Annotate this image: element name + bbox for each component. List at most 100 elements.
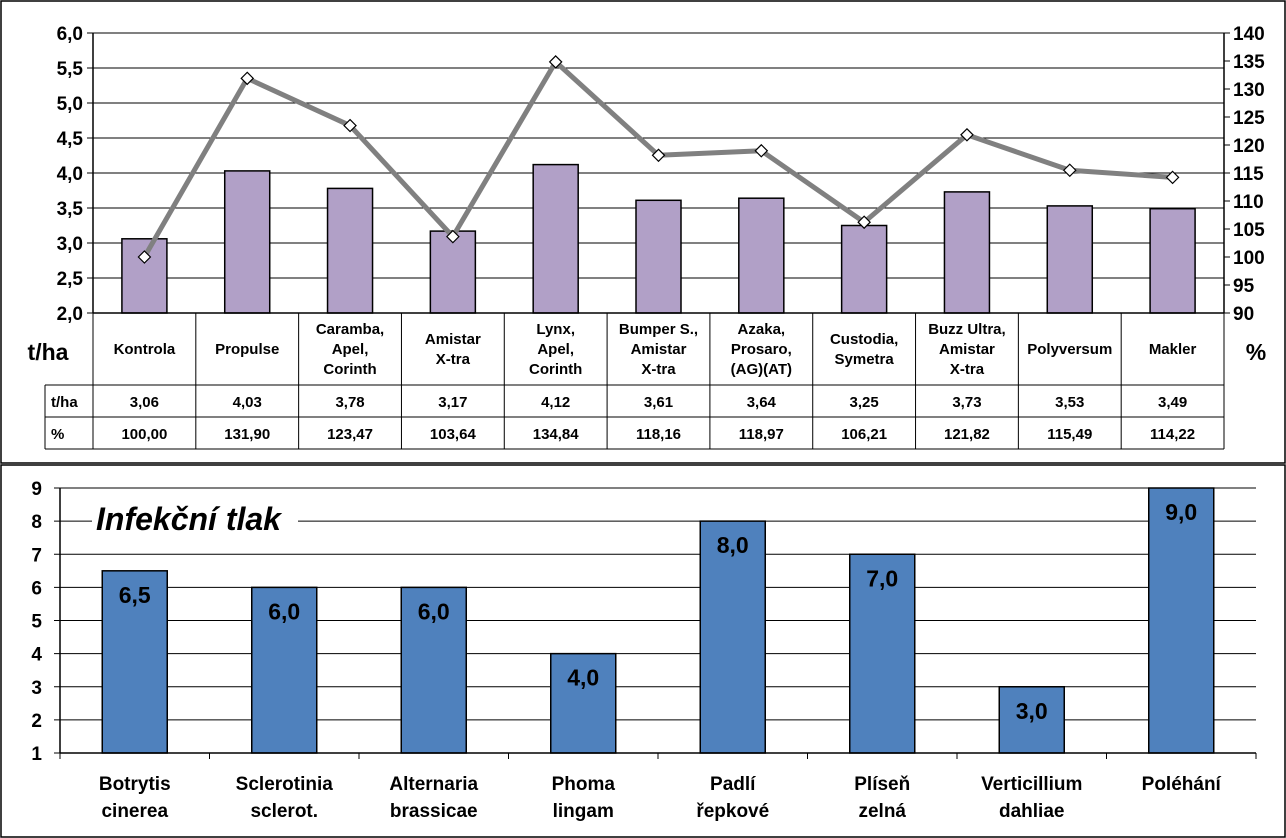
table-cell: 3,49 <box>1158 394 1187 411</box>
y-tick-label: 3,0 <box>57 234 83 255</box>
category-label-line: Corinth <box>323 361 376 378</box>
category-label: Amistar X-tra <box>425 331 481 368</box>
percent-point <box>548 55 563 69</box>
infection-bar <box>400 586 467 754</box>
category-label: Makler <box>1149 341 1197 358</box>
percent-point <box>1165 170 1180 185</box>
category-label: Verticillium dahliae <box>981 774 1082 822</box>
yield-bar <box>840 224 888 314</box>
y-tick-label: 8 <box>31 512 42 533</box>
category-label-line: Poléhání <box>1142 774 1222 795</box>
y-tick-label: 4,0 <box>57 164 83 185</box>
table-row-label: % <box>51 426 64 443</box>
infection-bar <box>699 520 766 754</box>
table-cell: 134,84 <box>533 426 580 443</box>
percent-point <box>651 148 666 163</box>
table-cell: 3,73 <box>952 394 981 411</box>
table-cell: 4,12 <box>541 394 570 411</box>
y-tick-label: 4,5 <box>57 129 84 150</box>
category-label-line: Lynx, <box>536 321 575 338</box>
category-label: Padlí řepkové <box>696 774 769 822</box>
category-label-line: Corinth <box>529 361 582 378</box>
y2-tick-label: 110 <box>1233 192 1264 213</box>
category-label-line: Custodia, <box>830 331 898 348</box>
percent-point <box>137 250 152 264</box>
table-cell: 100,00 <box>121 426 167 443</box>
bar-data-label: 9,0 <box>1165 499 1197 525</box>
y-tick-label: 7 <box>31 545 42 566</box>
category-label-line: brassicae <box>390 801 478 822</box>
y-tick-label: 9 <box>31 479 42 500</box>
y-axis-title: t/ha <box>28 339 69 365</box>
category-label: Propulse <box>215 341 279 358</box>
category-label-line: Padlí <box>710 774 756 795</box>
bar-data-label: 8,0 <box>717 532 749 558</box>
y2-tick-label: 120 <box>1233 136 1265 157</box>
category-label: Buzz Ultra, Amistar X-tra <box>928 321 1006 378</box>
bar-data-label: 6,5 <box>119 582 151 608</box>
chart-title: Infekční tlak <box>96 501 283 537</box>
category-label-line: Botrytis <box>99 774 171 795</box>
y-tick-label: 2,5 <box>57 269 84 290</box>
category-label: Polyversum <box>1027 341 1112 358</box>
table-cell: 3,64 <box>747 394 777 411</box>
percent-point <box>343 118 357 133</box>
infection-chart: 1 2 3 4 5 6 7 8 9 6,5 6,0 6,0 4,0 8,0 7,0 3,0 9,0 Botryti… <box>31 479 1257 822</box>
table-cell: 3,25 <box>850 394 879 411</box>
infection-bar <box>998 686 1065 754</box>
category-label: Poléhání <box>1142 774 1222 795</box>
category-label: Caramba, Apel, Corinth <box>316 321 384 378</box>
percent-point <box>446 229 460 244</box>
percent-point <box>754 143 769 158</box>
yield-bar <box>635 199 682 314</box>
table-row-label: t/ha <box>51 394 78 411</box>
category-label-line: dahliae <box>999 801 1064 822</box>
category-label-line: Alternaria <box>389 774 478 795</box>
yield-bar <box>326 187 374 314</box>
y2-axis-title: % <box>1246 339 1266 365</box>
table-cell: 3,17 <box>438 394 467 411</box>
category-label-line: Polyversum <box>1027 341 1112 358</box>
y2-tick-label: 130 <box>1233 80 1265 101</box>
table-cell: 3,61 <box>644 394 673 411</box>
y-tick-label: 5 <box>31 612 42 633</box>
category-label-line: Kontrola <box>114 341 176 358</box>
table-cell: 131,90 <box>224 426 270 443</box>
data-table: Kontrola Propulse Caramba, Apel, Corinth Amis… <box>44 312 1225 450</box>
table-cell: 106,21 <box>841 426 887 443</box>
category-label-line: Azaka, <box>738 321 786 338</box>
category-label-line: Apel, <box>537 341 574 358</box>
y2-tick-label: 115 <box>1233 164 1264 185</box>
category-label: Bumper S., Amistar X-tra <box>619 321 698 378</box>
table-cell: 3,53 <box>1055 394 1084 411</box>
category-label-line: Apel, <box>332 341 369 358</box>
category-label: Kontrola <box>114 341 176 358</box>
infection-bar <box>1148 487 1215 754</box>
category-label-line: lingam <box>553 801 614 822</box>
y-tick-label: 5,0 <box>57 94 83 115</box>
bar-data-label: 7,0 <box>866 565 898 591</box>
table-cell: 121,82 <box>944 426 990 443</box>
title-background <box>92 498 298 540</box>
y2-tick-label: 100 <box>1233 248 1265 269</box>
category-label-line: Buzz Ultra, <box>928 321 1006 338</box>
category-label-line: Sclerotinia <box>236 774 334 795</box>
table-cell: 3,06 <box>130 394 159 411</box>
category-label-line: Bumper S., <box>619 321 698 338</box>
infection-bar <box>550 652 617 754</box>
y-tick-label: 2 <box>31 711 42 732</box>
y2-tick-label: 125 <box>1233 108 1265 129</box>
category-label-line: Propulse <box>215 341 279 358</box>
table-cell: 103,64 <box>430 426 477 443</box>
table-cell: 114,22 <box>1150 426 1195 443</box>
category-label-line: Verticillium <box>981 774 1082 795</box>
bar-data-label: 3,0 <box>1016 698 1048 724</box>
category-label-line: X-tra <box>950 361 985 378</box>
y-tick-label: 1 <box>31 744 42 765</box>
y2-tick-label: 90 <box>1233 304 1254 325</box>
y-tick-label: 6 <box>31 578 42 599</box>
y-tick-label: 3,5 <box>57 199 84 220</box>
category-label-line: (AG)(AT) <box>731 361 792 378</box>
